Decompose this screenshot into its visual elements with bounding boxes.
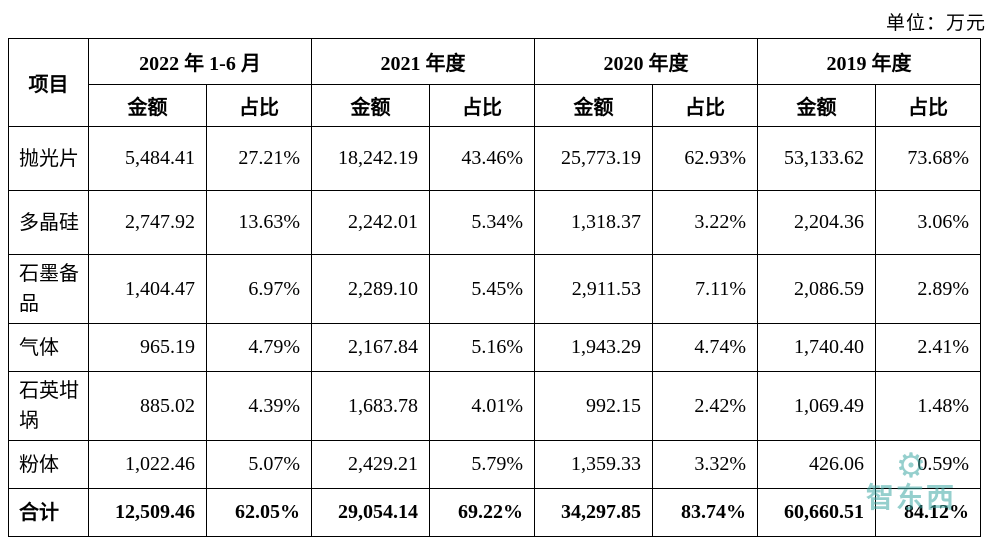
table-cell: 6.97%	[206, 254, 312, 324]
table-cell: 1,404.47	[88, 254, 207, 324]
financial-table: 项目 2022 年 1-6 月 2021 年度 2020 年度 2019 年度 …	[8, 38, 981, 537]
table-cell: 73.68%	[875, 126, 981, 191]
table-cell: 5.79%	[429, 440, 535, 489]
table-cell: 60,660.51	[757, 488, 876, 537]
table-cell: 1,683.78	[311, 371, 430, 441]
table-row: 气体 965.19 4.79% 2,167.84 5.16% 1,943.29 …	[8, 323, 981, 372]
table-cell: 2,429.21	[311, 440, 430, 489]
table-cell: 4.79%	[206, 323, 312, 372]
period-header-2021: 2021 年度	[311, 38, 535, 85]
table-cell: 43.46%	[429, 126, 535, 191]
table-cell: 965.19	[88, 323, 207, 372]
table-cell: 2,289.10	[311, 254, 430, 324]
table-cell: 34,297.85	[534, 488, 653, 537]
table-cell: 5.16%	[429, 323, 535, 372]
row-label: 粉体	[8, 440, 89, 489]
table-cell: 3.22%	[652, 190, 758, 255]
table-cell: 1,069.49	[757, 371, 876, 441]
amount-header: 金额	[311, 84, 430, 127]
table-cell: 7.11%	[652, 254, 758, 324]
table-cell: 62.93%	[652, 126, 758, 191]
amount-header: 金额	[757, 84, 876, 127]
table-cell: 0.59%	[875, 440, 981, 489]
row-label: 石墨备品	[8, 254, 89, 324]
table-cell: 1,318.37	[534, 190, 653, 255]
table-row: 粉体 1,022.46 5.07% 2,429.21 5.79% 1,359.3…	[8, 440, 981, 489]
row-label: 抛光片	[8, 126, 89, 191]
table-cell: 2,204.36	[757, 190, 876, 255]
ratio-header: 占比	[429, 84, 535, 127]
table-cell: 2.89%	[875, 254, 981, 324]
table-cell: 1,943.29	[534, 323, 653, 372]
table-cell: 83.74%	[652, 488, 758, 537]
header-row-subheaders: 金额 占比 金额 占比 金额 占比 金额 占比	[9, 84, 981, 127]
table-cell: 27.21%	[206, 126, 312, 191]
table-cell: 5.45%	[429, 254, 535, 324]
table-cell: 25,773.19	[534, 126, 653, 191]
table-cell: 885.02	[88, 371, 207, 441]
unit-label: 单位：万元	[885, 13, 986, 34]
table-cell: 4.74%	[652, 323, 758, 372]
table-cell: 84.12%	[875, 488, 981, 537]
table-cell: 3.32%	[652, 440, 758, 489]
period-header-2019: 2019 年度	[757, 38, 981, 85]
table-row-total: 合计 12,509.46 62.05% 29,054.14 69.22% 34,…	[8, 488, 981, 537]
ratio-header: 占比	[875, 84, 981, 127]
table-cell: 2,911.53	[534, 254, 653, 324]
item-column-header: 项目	[8, 38, 89, 127]
table-cell: 69.22%	[429, 488, 535, 537]
row-label: 气体	[8, 323, 89, 372]
table-cell: 18,242.19	[311, 126, 430, 191]
table-cell: 2,086.59	[757, 254, 876, 324]
table-row: 石英坩埚 885.02 4.39% 1,683.78 4.01% 992.15 …	[8, 371, 981, 441]
table-cell: 2.41%	[875, 323, 981, 372]
table-row: 抛光片 5,484.41 27.21% 18,242.19 43.46% 25,…	[8, 126, 981, 191]
table-cell: 3.06%	[875, 190, 981, 255]
table-cell: 4.39%	[206, 371, 312, 441]
table-cell: 12,509.46	[88, 488, 207, 537]
table-row: 石墨备品 1,404.47 6.97% 2,289.10 5.45% 2,911…	[8, 254, 981, 324]
ratio-header: 占比	[652, 84, 758, 127]
table-cell: 5.07%	[206, 440, 312, 489]
table-cell: 2,242.01	[311, 190, 430, 255]
table-cell: 1,022.46	[88, 440, 207, 489]
table-cell: 2,747.92	[88, 190, 207, 255]
table-cell: 5.34%	[429, 190, 535, 255]
row-label-total: 合计	[8, 488, 89, 537]
row-label: 石英坩埚	[8, 371, 89, 441]
table-cell: 29,054.14	[311, 488, 430, 537]
table-cell: 62.05%	[206, 488, 312, 537]
table-cell: 426.06	[757, 440, 876, 489]
table-cell: 4.01%	[429, 371, 535, 441]
table-cell: 13.63%	[206, 190, 312, 255]
table-cell: 1,359.33	[534, 440, 653, 489]
table-cell: 1.48%	[875, 371, 981, 441]
table-cell: 2.42%	[652, 371, 758, 441]
amount-header: 金额	[534, 84, 653, 127]
table-row: 多晶硅 2,747.92 13.63% 2,242.01 5.34% 1,318…	[8, 190, 981, 255]
period-header-2020: 2020 年度	[534, 38, 758, 85]
table-cell: 5,484.41	[88, 126, 207, 191]
row-label: 多晶硅	[8, 190, 89, 255]
amount-header: 金额	[88, 84, 207, 127]
table-cell: 53,133.62	[757, 126, 876, 191]
table-cell: 992.15	[534, 371, 653, 441]
header-row-periods: 项目 2022 年 1-6 月 2021 年度 2020 年度 2019 年度	[8, 38, 981, 127]
table-cell: 2,167.84	[311, 323, 430, 372]
ratio-header: 占比	[206, 84, 312, 127]
table-cell: 1,740.40	[757, 323, 876, 372]
period-header-2022: 2022 年 1-6 月	[88, 38, 312, 85]
